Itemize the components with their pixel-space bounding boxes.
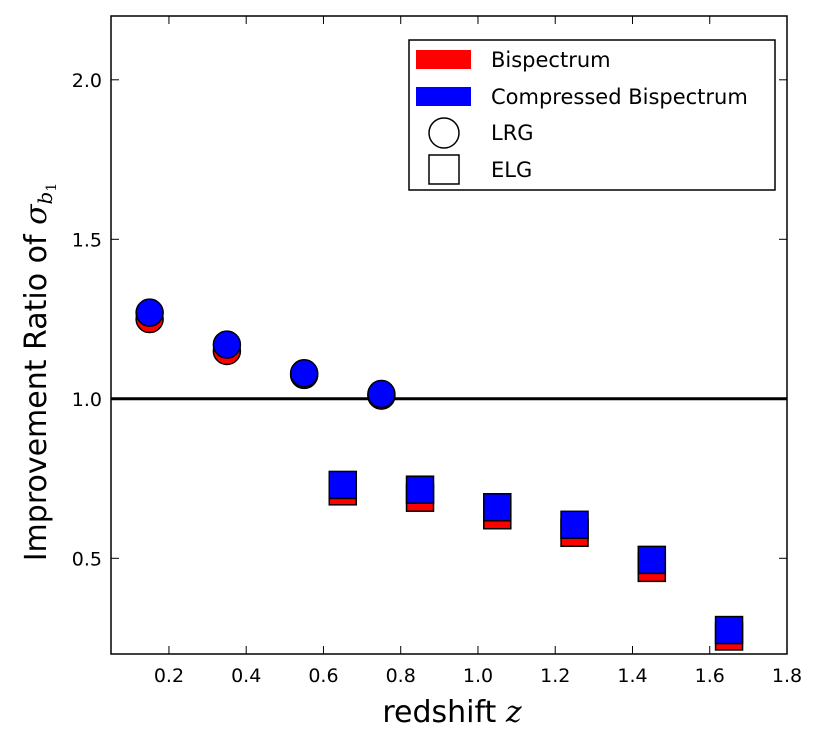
x-tick-label: 0.4 bbox=[231, 665, 261, 687]
compressed-bispectrum-lrg-point bbox=[367, 379, 396, 409]
compressed-bispectrum-lrg-point bbox=[212, 330, 242, 359]
markers-overlay bbox=[135, 298, 744, 645]
compressed-bispectrum-elg-point bbox=[328, 470, 358, 500]
compressed-bispectrum-elg-point bbox=[714, 615, 744, 645]
legend-swatch-bispectrum bbox=[416, 50, 471, 69]
y-tick-label: 1.0 bbox=[72, 389, 102, 411]
legend-marker-elg bbox=[428, 154, 460, 185]
compressed-bispectrum-elg-point bbox=[483, 493, 512, 522]
compressed-bispectrum-elg-point bbox=[637, 545, 667, 575]
x-tick-label: 1.8 bbox=[772, 665, 802, 687]
compressed-bispectrum-elg-point bbox=[405, 475, 435, 504]
y-axis-title: Improvement Ratio of σb1 bbox=[19, 183, 60, 562]
compressed-bispectrum-elg-point bbox=[560, 510, 589, 540]
legend-marker-lrg bbox=[428, 117, 460, 149]
x-tick-label: 0.2 bbox=[154, 665, 184, 687]
legend-label-compressed-bispectrum: Compressed Bispectrum bbox=[491, 85, 748, 109]
plot-frame bbox=[110, 15, 788, 655]
legend-label-elg: ELG bbox=[491, 158, 532, 182]
x-tick-label: 1.2 bbox=[540, 665, 570, 687]
y-axis-ticks: 0.5 1.0 1.5 2.0 bbox=[72, 70, 787, 570]
x-tick-label: 0.6 bbox=[308, 665, 338, 687]
legend-swatch-compressed-bispectrum bbox=[416, 87, 471, 106]
compressed-bispectrum-lrg-point bbox=[135, 298, 164, 327]
x-axis-title: redshift z bbox=[382, 695, 522, 730]
y-tick-label: 0.5 bbox=[72, 548, 102, 570]
x-tick-label: 1.6 bbox=[695, 665, 725, 687]
x-tick-label: 0.8 bbox=[386, 665, 416, 687]
x-tick-label: 1.0 bbox=[463, 665, 493, 687]
legend: Bispectrum Compressed Bispectrum LRG ELG bbox=[408, 39, 776, 191]
legend-label-bispectrum: Bispectrum bbox=[491, 48, 611, 72]
y-tick-label: 2.0 bbox=[72, 70, 102, 92]
y-tick-label: 1.5 bbox=[72, 229, 102, 251]
x-axis-ticks: 0.2 0.4 0.6 0.8 1.0 1.2 1.4 1.6 1.8 bbox=[154, 16, 802, 687]
compressed-bispectrum-lrg-point bbox=[289, 359, 319, 388]
legend-label-lrg: LRG bbox=[491, 121, 534, 145]
x-tick-label: 1.4 bbox=[617, 665, 647, 687]
